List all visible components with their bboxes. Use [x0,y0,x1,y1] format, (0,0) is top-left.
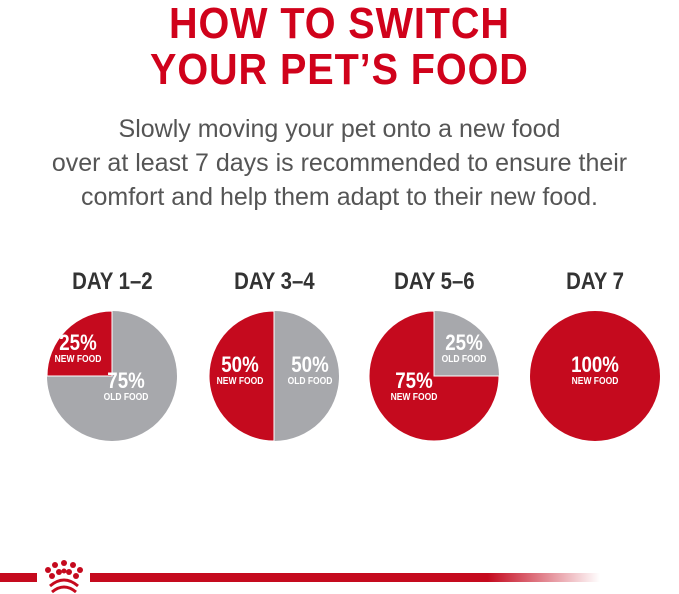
slice-label: OLD FOOD [442,353,487,364]
pie-chart: 100%NEW FOOD [530,311,660,441]
pie-slice-new-food [530,311,660,441]
slice-percent: 50% [291,354,328,378]
title-line-2: YOUR PET’S FOOD [150,45,529,94]
day-label: DAY 7 [566,268,624,295]
slice-label: NEW FOOD [217,375,264,386]
intro-line: over at least 7 days is recommended to e… [51,149,628,177]
slice-percent: 100% [571,354,619,378]
pie-slice-new-food [368,310,500,442]
day-label: DAY 3–4 [233,268,315,295]
slice-label: NEW FOOD [391,391,438,402]
intro-line: Slowly moving your pet onto a new food [118,115,561,143]
slice-label: NEW FOOD [55,353,102,364]
slice-label: OLD FOOD [104,391,149,402]
slice-percent: 25% [445,332,482,356]
title-line-1: HOW TO SWITCH [169,0,510,48]
pie-slice-new-food [208,310,275,442]
intro-text: Slowly moving your pet onto a new food o… [0,112,679,214]
crown-logo-icon [45,560,83,594]
day-label: DAY 1–2 [71,268,153,295]
slice-percent: 25% [59,332,96,356]
slice-percent: 50% [221,354,258,378]
slice-percent: 75% [395,370,432,394]
intro-line: comfort and help them adapt to their new… [81,183,598,211]
slice-label: OLD FOOD [288,375,333,386]
day-label: DAY 5–6 [393,268,475,295]
slice-label: NEW FOOD [572,375,619,386]
divider-left [0,573,37,582]
pie-slice-new-food [46,310,113,377]
divider-right [90,573,600,582]
pie-chart: 25%NEW FOOD 75%OLD FOOD [46,310,177,441]
slice-percent: 75% [107,370,144,394]
pie-chart: 75%NEW FOOD 25%OLD FOOD [368,310,500,442]
